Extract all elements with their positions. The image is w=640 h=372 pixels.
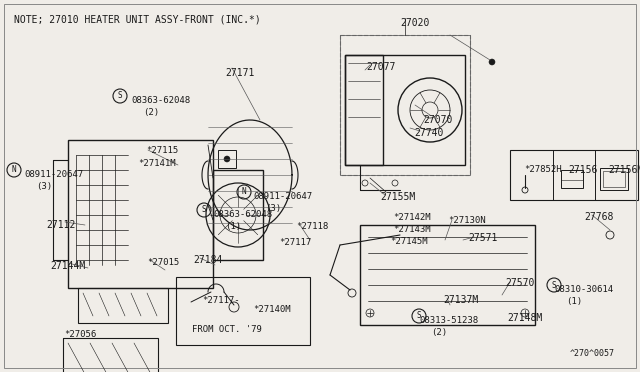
Bar bbox=[68, 140, 213, 288]
Text: S: S bbox=[118, 92, 122, 100]
Text: (3): (3) bbox=[265, 204, 281, 213]
Text: S: S bbox=[202, 205, 206, 215]
Text: 27155M: 27155M bbox=[380, 192, 415, 202]
Text: (2): (2) bbox=[431, 328, 447, 337]
Text: 27144M: 27144M bbox=[50, 261, 85, 271]
Text: (1): (1) bbox=[566, 297, 582, 306]
Text: 27156: 27156 bbox=[568, 165, 597, 175]
Text: 27184: 27184 bbox=[193, 255, 222, 265]
Text: *27142M: *27142M bbox=[393, 213, 431, 222]
Bar bbox=[345, 55, 383, 165]
Bar bbox=[561, 170, 582, 188]
Text: *27115: *27115 bbox=[146, 146, 179, 155]
Bar bbox=[176, 277, 310, 345]
Text: 08310-30614: 08310-30614 bbox=[554, 285, 613, 294]
Bar bbox=[360, 225, 535, 325]
Text: *27143M: *27143M bbox=[393, 225, 431, 234]
Text: *27130N: *27130N bbox=[448, 216, 486, 225]
Text: N: N bbox=[12, 166, 16, 174]
Text: 27148M: 27148M bbox=[507, 313, 542, 323]
Bar bbox=[340, 35, 470, 175]
Text: S: S bbox=[417, 311, 421, 321]
Text: (1): (1) bbox=[225, 222, 241, 231]
Circle shape bbox=[224, 156, 230, 162]
Circle shape bbox=[489, 59, 495, 65]
Bar bbox=[604, 171, 625, 187]
Bar bbox=[345, 55, 465, 165]
Text: 27171: 27171 bbox=[225, 68, 254, 78]
Text: S: S bbox=[552, 280, 556, 289]
Text: 27571: 27571 bbox=[468, 233, 497, 243]
Text: NOTE; 27010 HEATER UNIT ASSY-FRONT (INC.*): NOTE; 27010 HEATER UNIT ASSY-FRONT (INC.… bbox=[14, 14, 260, 24]
Text: *27852H: *27852H bbox=[524, 165, 562, 174]
Bar bbox=[213, 170, 263, 260]
Bar bbox=[63, 338, 158, 372]
Text: 27070: 27070 bbox=[423, 115, 452, 125]
Text: *27015: *27015 bbox=[147, 258, 179, 267]
Text: 08911-20647: 08911-20647 bbox=[253, 192, 312, 201]
Text: *27117: *27117 bbox=[279, 238, 311, 247]
Bar bbox=[510, 150, 638, 200]
Text: *27117-: *27117- bbox=[202, 296, 239, 305]
Text: 27020: 27020 bbox=[400, 18, 429, 28]
Bar bbox=[78, 288, 168, 323]
Text: *27145M: *27145M bbox=[390, 237, 428, 246]
Text: *27140M: *27140M bbox=[253, 305, 291, 314]
Text: 27077: 27077 bbox=[366, 62, 396, 72]
Text: 27137M: 27137M bbox=[443, 295, 478, 305]
Text: 08363-62048: 08363-62048 bbox=[131, 96, 190, 105]
Text: 27112: 27112 bbox=[46, 220, 76, 230]
Bar bbox=[340, 35, 470, 175]
Text: FROM OCT. '79: FROM OCT. '79 bbox=[192, 325, 262, 334]
Text: 27570: 27570 bbox=[505, 278, 534, 288]
Text: (2): (2) bbox=[143, 108, 159, 117]
Bar bbox=[218, 150, 236, 168]
Text: ^270^0057: ^270^0057 bbox=[570, 349, 615, 358]
Text: (3): (3) bbox=[36, 182, 52, 191]
Text: 27768: 27768 bbox=[584, 212, 613, 222]
Bar bbox=[600, 168, 628, 190]
Text: 08363-62048: 08363-62048 bbox=[213, 210, 272, 219]
Text: *27118: *27118 bbox=[296, 222, 328, 231]
Text: 27156M: 27156M bbox=[608, 165, 640, 175]
Text: 08313-51238: 08313-51238 bbox=[419, 316, 478, 325]
Text: 08911-20647: 08911-20647 bbox=[24, 170, 83, 179]
Text: 27740: 27740 bbox=[414, 128, 444, 138]
Text: *27056: *27056 bbox=[64, 330, 96, 339]
Text: *27141M: *27141M bbox=[138, 159, 175, 168]
Text: N: N bbox=[242, 187, 246, 196]
